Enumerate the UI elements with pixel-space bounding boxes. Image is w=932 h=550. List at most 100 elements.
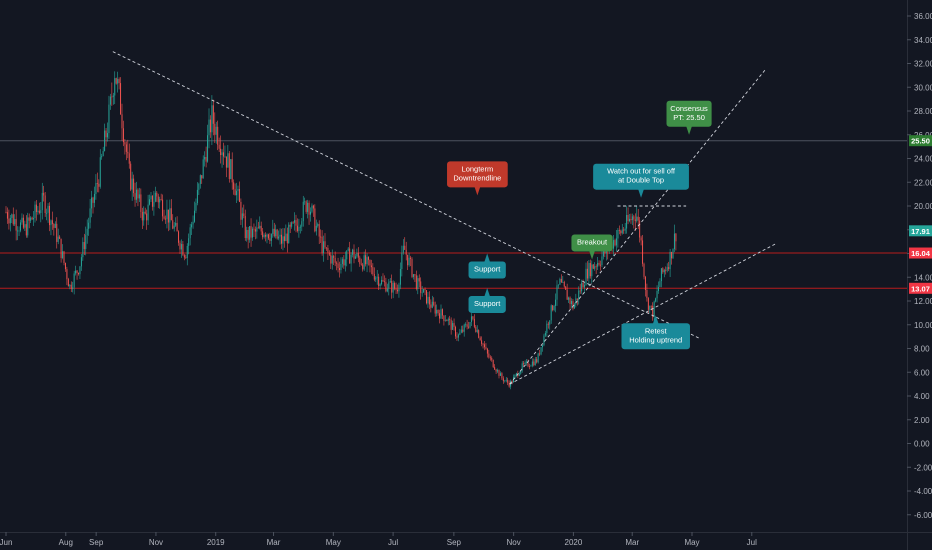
y-tick-label: -2.00 [914,463,932,472]
trendline-2[interactable] [509,69,766,385]
candle-body [37,210,39,212]
candle-body [633,216,635,220]
candle-body [295,220,297,226]
x-tick-label: Jul [747,538,757,547]
candle-body [642,240,644,264]
candle-body [236,190,238,196]
candle-body [312,205,314,209]
candle-body [54,223,56,228]
trendline-3[interactable] [509,243,776,385]
x-tick-label: Mar [625,538,639,547]
candle-body [491,357,493,360]
candle-body [665,270,667,271]
time-axis[interactable]: Jun Aug Sep Nov 2019 Mar May Jul Sep Nov 2020 Mar Ma… [0,532,757,547]
candle-body [414,274,416,276]
price-tag-consensus: 25.50 [909,135,932,147]
y-tick-label: 34.00 [914,36,932,45]
callout-text: at Double Top [618,176,664,185]
trendlines-layer [112,51,776,385]
x-tick-label: Jun [0,538,12,547]
candle-body [505,379,507,381]
candle-body [76,270,78,273]
candle-body [449,318,451,320]
candle-body [399,268,401,285]
callout-text: Consensus [670,104,708,113]
candle-body [53,224,55,228]
candle-body [420,281,422,293]
candle-body [333,255,335,258]
candle-body [167,209,169,223]
candle-body [484,344,485,348]
candle-body [93,193,95,203]
support-callout-2[interactable]: Support [468,287,506,313]
candle-body [343,259,345,266]
candle-body [292,222,294,224]
candle-body [314,208,316,232]
price-tag-support-2-bg [909,282,932,294]
candle-body [643,263,645,277]
candle-body [5,211,7,213]
candle-body [272,228,274,235]
candle-body [573,304,575,309]
trendline-1[interactable] [112,51,702,340]
support-callout-1[interactable]: Support [468,253,506,279]
candle-body [217,126,219,145]
candle-body [224,156,226,158]
candle-body [349,248,351,264]
candle-body [531,361,533,366]
candle-body [437,309,439,314]
candle-body [60,238,62,259]
candle-body [488,353,490,358]
x-tick-label: Nov [507,538,521,547]
candle-body [59,236,61,239]
candle-body [344,259,346,266]
candle-body [341,259,343,264]
candle-body [62,251,64,259]
candle-body [146,213,148,221]
candle-body [615,238,617,246]
candle-body [585,268,587,286]
candle-body [218,144,220,149]
candle-body [560,278,562,283]
candle-body [12,214,14,225]
callout-box [468,261,506,279]
candle-body [673,233,675,250]
breakout-callout[interactable]: Breakout [571,234,613,260]
x-tick-label: Aug [59,538,73,547]
candle-body [212,105,214,124]
callout-box [593,163,689,190]
candle-body [102,151,104,157]
candle-body [653,301,655,318]
callout-box [571,234,613,252]
candle-body [347,248,349,251]
candle-body [208,119,210,136]
candle-body [417,278,419,289]
candle-body [369,259,371,266]
candle-body [624,228,626,231]
candle-body [623,229,625,231]
candle-body [46,212,48,214]
candle-body [301,221,303,227]
candle-body [11,214,13,218]
candle-body [141,211,143,221]
candle-body [72,287,74,290]
candle-body [254,229,256,232]
candle-body [613,240,615,249]
candle-body [336,262,338,264]
candle-body [109,96,111,105]
candle-body [457,334,459,338]
candle-body [476,330,478,332]
candle-body [310,211,311,215]
candle-body [49,205,50,226]
y-tick-label: -6.00 [914,511,932,520]
candle-body [340,263,342,271]
candle-body [618,229,620,231]
candle-body [666,267,668,271]
candle-body [598,262,600,265]
candle-body [267,234,269,239]
